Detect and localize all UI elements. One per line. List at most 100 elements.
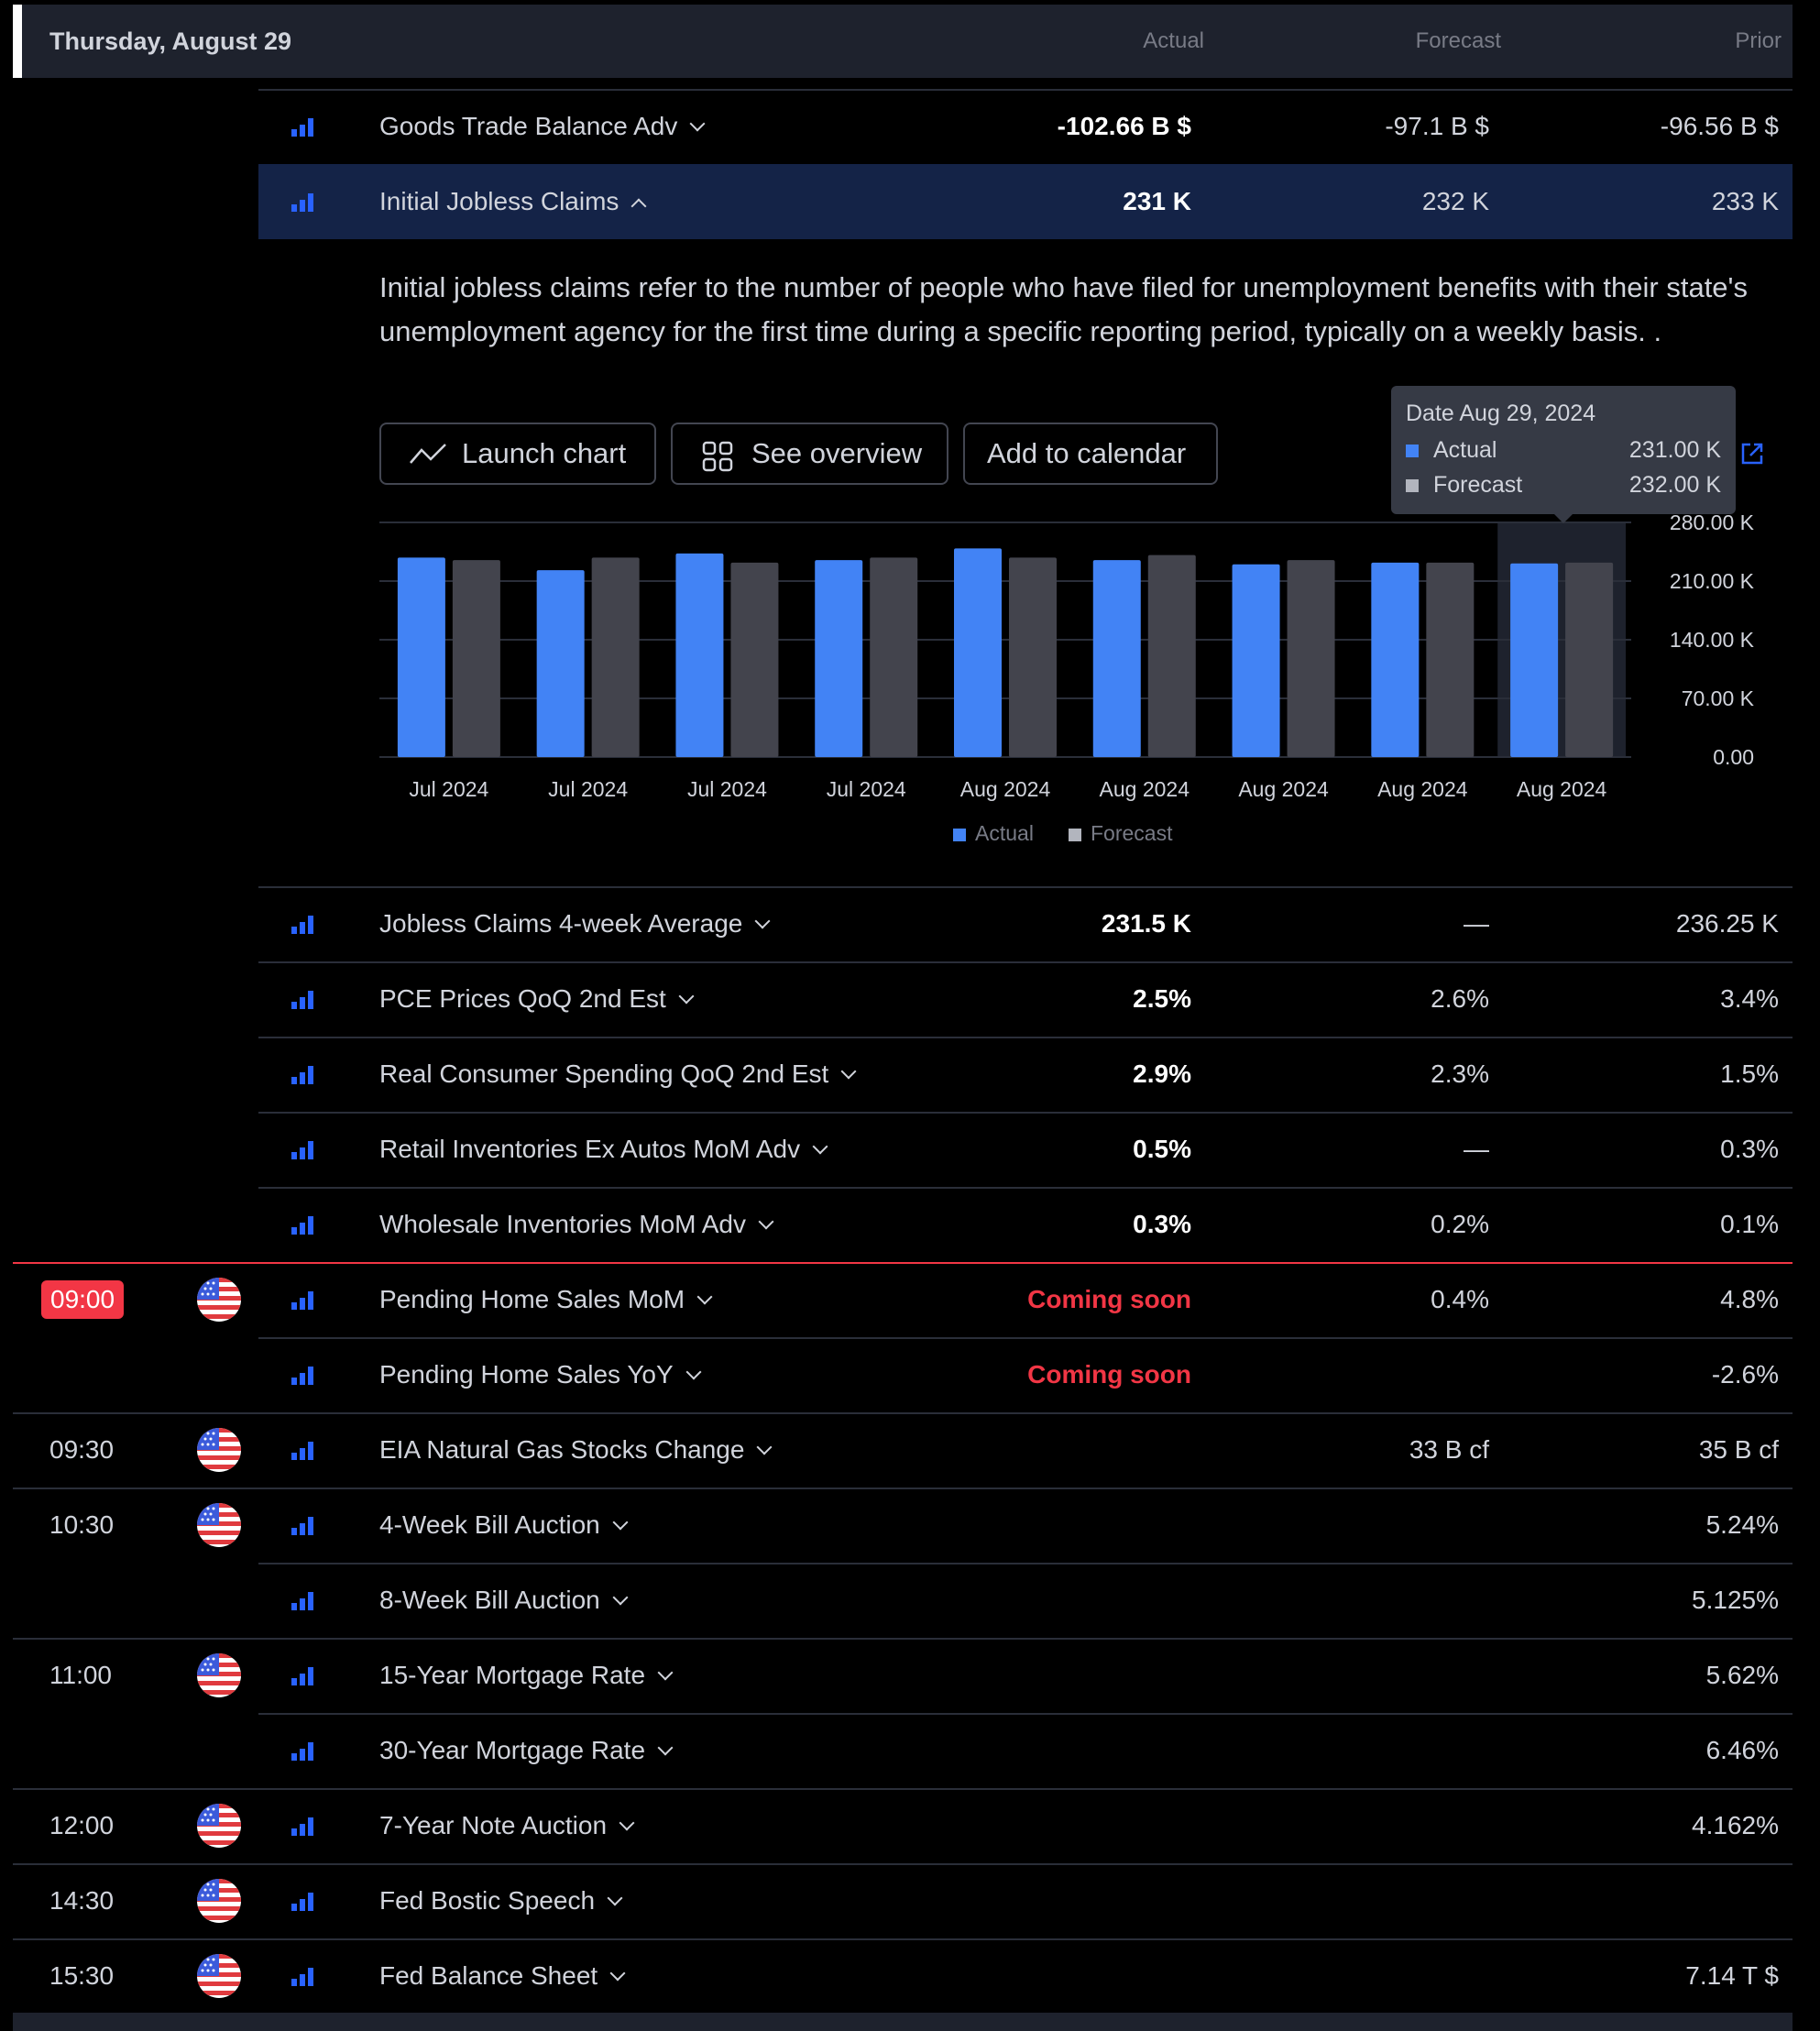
- us-flag-icon: [197, 1954, 241, 1998]
- event-name[interactable]: 30-Year Mortgage Rate: [379, 1713, 674, 1788]
- event-time: 15:30: [49, 1961, 115, 1990]
- event-name[interactable]: Goods Trade Balance Adv: [379, 89, 706, 164]
- event-actual: 231 K: [1123, 187, 1191, 215]
- chevron-down-icon[interactable]: [612, 1589, 629, 1606]
- event-name[interactable]: 4-Week Bill Auction: [379, 1488, 629, 1563]
- event-name[interactable]: Initial Jobless Claims: [379, 164, 647, 239]
- event-name[interactable]: Wholesale Inventories MoM Adv: [379, 1187, 774, 1262]
- us-flag-icon: [197, 1653, 241, 1697]
- event-actual: 231.5 K: [1101, 909, 1191, 938]
- event-row[interactable]: PCE Prices QoQ 2nd Est 2.5% 2.6% 3.4%: [258, 961, 1793, 1037]
- event-prior: -2.6%: [1711, 1360, 1779, 1389]
- us-flag-icon: [197, 1428, 241, 1472]
- chevron-down-icon[interactable]: [619, 1815, 635, 1831]
- event-prior: -96.56 B $: [1660, 112, 1779, 140]
- event-name[interactable]: Real Consumer Spending QoQ 2nd Est: [379, 1037, 857, 1112]
- event-row[interactable]: Real Consumer Spending QoQ 2nd Est 2.9% 2.…: [258, 1037, 1793, 1112]
- event-row[interactable]: Wholesale Inventories MoM Adv 0.3% 0.2% 0.1…: [258, 1187, 1793, 1262]
- bar-forecast: [1426, 562, 1475, 757]
- event-row[interactable]: 12:00 7-Year Note Auction 4.162%: [13, 1788, 1793, 1863]
- x-tick-label: Aug 2024: [1377, 777, 1468, 801]
- chevron-down-icon[interactable]: [754, 913, 771, 929]
- event-row-selected[interactable]: Initial Jobless Claims 231 K 232 K 233 K: [258, 164, 1793, 239]
- row-divider: [258, 886, 1793, 888]
- row-divider: [13, 1638, 1793, 1640]
- legend-item-actual[interactable]: Actual: [953, 821, 1034, 846]
- bar-chart-icon: [291, 1893, 313, 1911]
- row-divider: [258, 1563, 1793, 1564]
- event-prior: 5.125%: [1692, 1586, 1779, 1614]
- event-row[interactable]: Jobless Claims 4-week Average 231.5 K — 236…: [258, 886, 1793, 961]
- legend-item-forecast[interactable]: Forecast: [1069, 821, 1172, 846]
- event-name[interactable]: 7-Year Note Auction: [379, 1788, 635, 1863]
- event-row[interactable]: Retail Inventories Ex Autos MoM Adv 0.5% —…: [258, 1112, 1793, 1187]
- event-actual: Coming soon: [1027, 1285, 1191, 1313]
- event-name[interactable]: Retail Inventories Ex Autos MoM Adv: [379, 1112, 828, 1187]
- chevron-down-icon[interactable]: [607, 1890, 623, 1906]
- x-tick-label: Aug 2024: [960, 777, 1051, 801]
- legend-swatch-actual: [953, 829, 966, 841]
- event-row[interactable]: 09:00 Pending Home Sales MoM Coming soon 0.…: [13, 1262, 1793, 1337]
- event-row[interactable]: 8-Week Bill Auction 5.125%: [258, 1563, 1793, 1638]
- event-name[interactable]: Pending Home Sales MoM: [379, 1262, 713, 1337]
- tooltip-actual-label: Actual: [1433, 437, 1497, 463]
- event-row[interactable]: 11:00 15-Year Mortgage Rate 5.62%: [13, 1638, 1793, 1713]
- event-row[interactable]: Pending Home Sales YoY Coming soon -2.6%: [258, 1337, 1793, 1412]
- chevron-down-icon[interactable]: [657, 1664, 674, 1681]
- event-name[interactable]: Pending Home Sales YoY: [379, 1337, 702, 1412]
- add-to-calendar-button[interactable]: Add to calendar: [963, 423, 1218, 485]
- column-actual: Actual: [1143, 28, 1204, 53]
- chevron-down-icon[interactable]: [812, 1138, 828, 1155]
- chevron-up-icon[interactable]: [630, 198, 647, 214]
- event-time: 09:30: [49, 1435, 115, 1464]
- bar-forecast: [591, 557, 640, 757]
- row-divider: [13, 1488, 1793, 1489]
- row-divider: [13, 1262, 1793, 1264]
- tooltip-actual-row: Actual 231.00 K: [1406, 437, 1721, 464]
- chevron-down-icon[interactable]: [758, 1213, 774, 1230]
- highlight-band: [1497, 522, 1626, 757]
- chevron-down-icon[interactable]: [689, 115, 706, 132]
- legend-label-actual: Actual: [975, 821, 1034, 845]
- external-link-icon[interactable]: [1739, 441, 1765, 467]
- bar-actual: [1371, 562, 1420, 757]
- event-name[interactable]: 15-Year Mortgage Rate: [379, 1638, 674, 1713]
- event-row[interactable]: Goods Trade Balance Adv -102.66 B $ -97.…: [258, 89, 1793, 164]
- bar-chart-icon: [291, 1968, 313, 1986]
- bar-chart-icon: [291, 1667, 313, 1685]
- event-row[interactable]: 15:30 Fed Balance Sheet 7.14 T $: [13, 1938, 1793, 2014]
- event-row[interactable]: 14:30 Fed Bostic Speech: [13, 1863, 1793, 1938]
- event-prior: 4.8%: [1720, 1285, 1779, 1313]
- event-name[interactable]: Jobless Claims 4-week Average: [379, 886, 771, 961]
- chevron-down-icon[interactable]: [696, 1289, 713, 1305]
- event-name[interactable]: Fed Bostic Speech: [379, 1863, 623, 1938]
- y-tick-label: 140.00 K: [1670, 628, 1755, 652]
- see-overview-button[interactable]: See overview: [671, 423, 948, 485]
- event-name[interactable]: Fed Balance Sheet: [379, 1938, 626, 2014]
- bar-forecast: [1287, 560, 1335, 757]
- event-row[interactable]: 09:30 EIA Natural Gas Stocks Change 33 B c…: [13, 1412, 1793, 1488]
- event-prior: 6.46%: [1705, 1736, 1779, 1764]
- day-header-accent: [13, 5, 22, 78]
- chevron-down-icon[interactable]: [756, 1439, 773, 1455]
- event-name[interactable]: PCE Prices QoQ 2nd Est: [379, 961, 695, 1037]
- row-divider: [258, 1187, 1793, 1189]
- bar-actual: [1092, 560, 1141, 757]
- event-row[interactable]: 10:30 4-Week Bill Auction 5.24%: [13, 1488, 1793, 1563]
- row-divider: [13, 1788, 1793, 1790]
- chevron-down-icon[interactable]: [657, 1740, 674, 1756]
- event-row[interactable]: 30-Year Mortgage Rate 6.46%: [258, 1713, 1793, 1788]
- chevron-down-icon[interactable]: [612, 1514, 629, 1531]
- chevron-down-icon[interactable]: [678, 988, 695, 1005]
- row-divider: [258, 89, 1793, 91]
- launch-chart-button[interactable]: Launch chart: [379, 423, 656, 485]
- chevron-down-icon[interactable]: [609, 1965, 626, 1982]
- chevron-down-icon[interactable]: [840, 1063, 857, 1080]
- event-name[interactable]: EIA Natural Gas Stocks Change: [379, 1412, 773, 1488]
- event-forecast: -97.1 B $: [1385, 112, 1489, 140]
- x-tick-label: Aug 2024: [1100, 777, 1190, 801]
- us-flag-icon: [197, 1879, 241, 1923]
- bar-actual: [954, 548, 1002, 757]
- chevron-down-icon[interactable]: [685, 1364, 702, 1380]
- event-name[interactable]: 8-Week Bill Auction: [379, 1563, 629, 1638]
